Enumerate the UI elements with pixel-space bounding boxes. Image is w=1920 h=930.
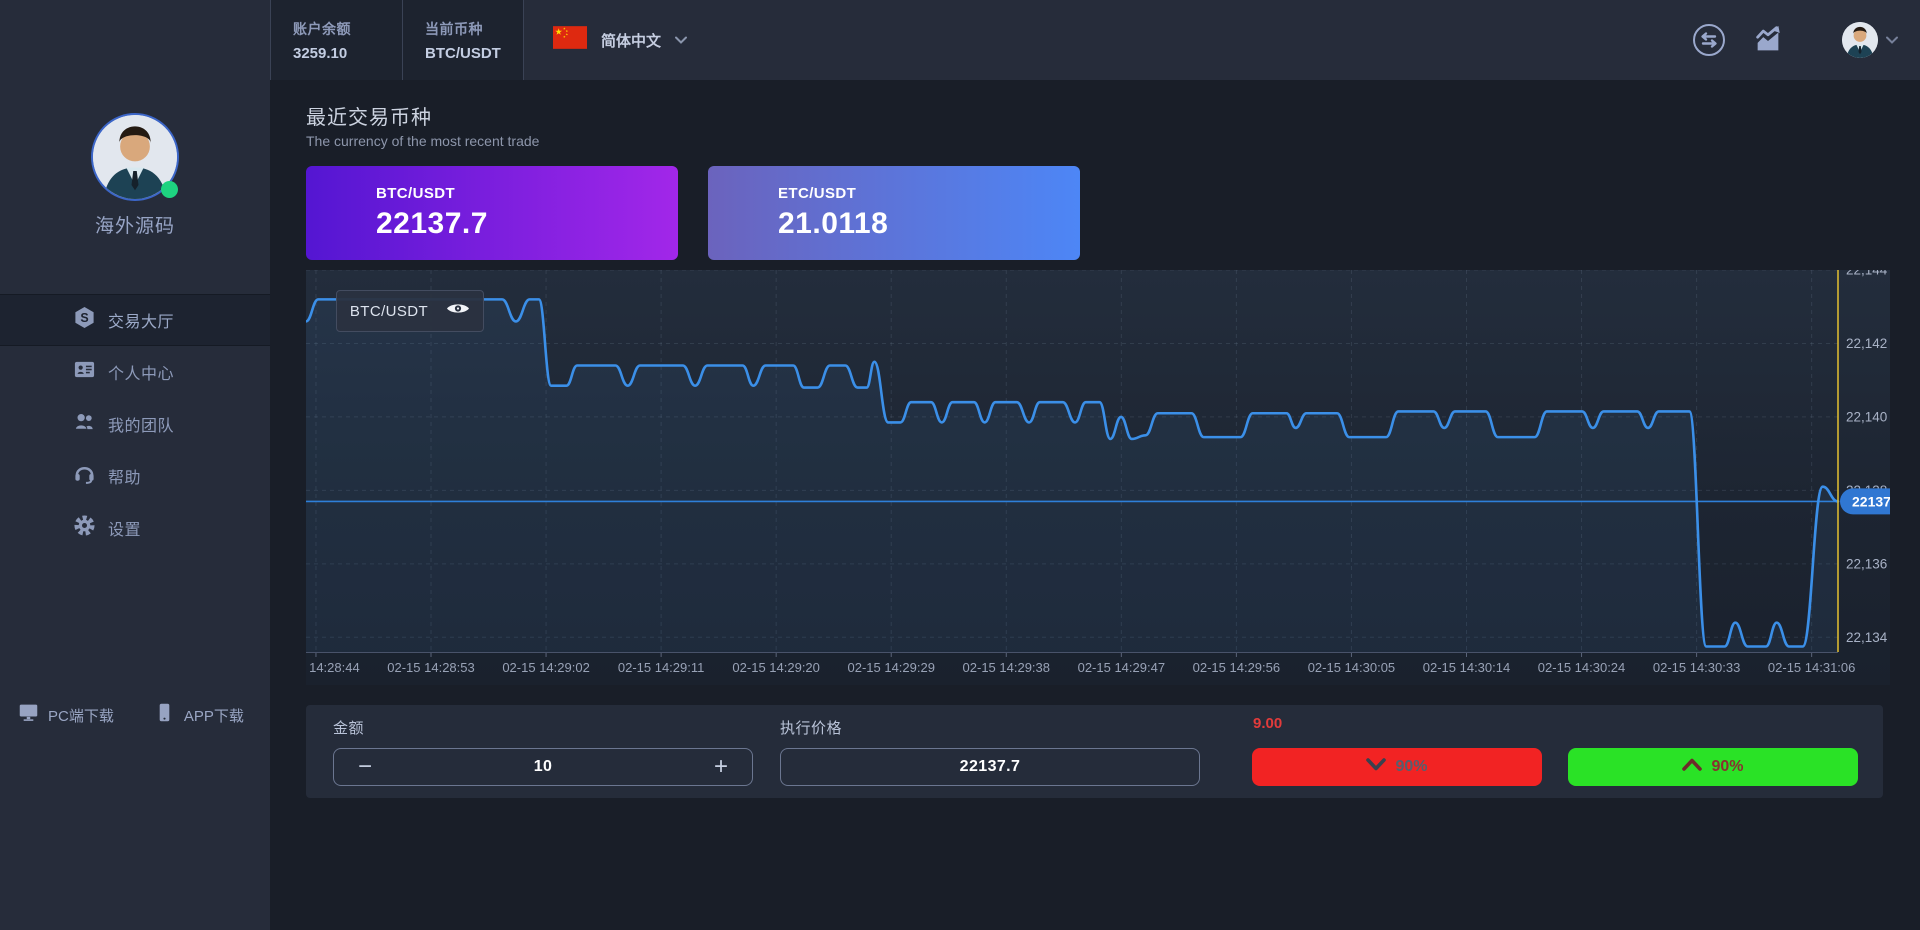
countdown-timer: 9.00: [1253, 715, 1282, 732]
pair-card-btc-usdt[interactable]: BTC/USDT 22137.7: [306, 166, 678, 260]
download-links: PC端下载 APP下载: [0, 702, 270, 728]
sidebar-item-trading-hall[interactable]: S 交易大厅: [0, 294, 270, 346]
app-download-label: APP下载: [184, 705, 244, 726]
china-flag-icon: [553, 26, 587, 54]
svg-text:02-15 14:30:05: 02-15 14:30:05: [1308, 660, 1395, 675]
balance-value: 3259.10: [293, 45, 402, 62]
order-controls-panel: 金额 − 10 + 执行价格 22137.7 9.00 90% 90%: [306, 705, 1883, 798]
buy-up-label: 90%: [1711, 758, 1743, 776]
chevron-down-icon: [675, 31, 687, 49]
account-balance-tab: 账户余额 3259.10: [270, 0, 403, 80]
recent-pairs-subtitle: The currency of the most recent trade: [306, 133, 539, 149]
sidebar-item-label: 设置: [108, 516, 141, 540]
svg-text:02-15 14:30:24: 02-15 14:30:24: [1538, 660, 1625, 675]
app-download-link[interactable]: APP下载: [154, 702, 244, 728]
sidebar-item-label: 我的团队: [108, 412, 174, 436]
svg-text:02-15 14:31:06: 02-15 14:31:06: [1768, 660, 1855, 675]
svg-text:22,142: 22,142: [1846, 336, 1887, 351]
svg-text:22,140: 22,140: [1846, 409, 1887, 424]
pc-download-label: PC端下载: [48, 705, 114, 726]
user-avatar[interactable]: [1842, 22, 1878, 58]
price-chart: 22,13422,13622,13822,14022,14222,14402-1…: [306, 270, 1890, 685]
header-icons: [1692, 0, 1920, 80]
hexagon-coin-icon: S: [73, 306, 96, 334]
sidebar-menu: S 交易大厅 个人中心: [0, 294, 270, 554]
svg-text:02-15 14:28:53: 02-15 14:28:53: [387, 660, 474, 675]
svg-text:22,134: 22,134: [1846, 630, 1888, 645]
amount-label: 金额: [333, 717, 364, 738]
sidebar-item-my-team[interactable]: 我的团队: [0, 398, 270, 450]
sidebar-item-label: 个人中心: [108, 360, 174, 384]
pair-card-etc-usdt[interactable]: ETC/USDT 21.0118: [708, 166, 1080, 260]
pair-card-price: 22137.7: [376, 207, 678, 241]
language-label: 简体中文: [601, 30, 661, 51]
header: 账户余额 3259.10 当前币种 BTC/USDT 简体中文: [0, 0, 1920, 80]
swap-icon[interactable]: [1692, 23, 1726, 57]
sidebar-item-help[interactable]: 帮助: [0, 450, 270, 502]
execution-price-input[interactable]: 22137.7: [960, 758, 1021, 776]
pair-card-price: 21.0118: [778, 207, 1080, 241]
svg-text:02-15 14:30:33: 02-15 14:30:33: [1653, 660, 1740, 675]
chart-legend-label: BTC/USDT: [350, 303, 428, 320]
pair-card-symbol: BTC/USDT: [376, 185, 678, 202]
current-pair-tab: 当前币种 BTC/USDT: [403, 0, 524, 80]
sidebar-item-personal-center[interactable]: 个人中心: [0, 346, 270, 398]
online-status-dot: [161, 181, 178, 198]
pc-download-link[interactable]: PC端下载: [18, 702, 114, 728]
sidebar-item-label: 帮助: [108, 464, 141, 488]
chart-legend: BTC/USDT: [336, 290, 484, 332]
headset-icon: [73, 462, 96, 490]
monitor-icon: [18, 702, 39, 728]
svg-text:02-15 14:30:14: 02-15 14:30:14: [1423, 660, 1510, 675]
eye-icon[interactable]: [446, 301, 470, 321]
svg-text:22,144: 22,144: [1846, 270, 1888, 278]
username: 海外源码: [0, 211, 270, 238]
amount-input[interactable]: 10: [396, 758, 690, 776]
minus-button[interactable]: −: [334, 749, 396, 785]
trading-app: 账户余额 3259.10 当前币种 BTC/USDT 简体中文: [0, 0, 1920, 930]
gear-icon: [73, 514, 96, 542]
team-icon: [73, 410, 96, 438]
svg-text:S: S: [80, 311, 88, 325]
execution-price-label: 执行价格: [780, 717, 842, 738]
sell-down-label: 90%: [1395, 758, 1427, 776]
svg-text:02-15 14:29:56: 02-15 14:29:56: [1193, 660, 1280, 675]
chevron-down-icon: [1366, 758, 1386, 776]
id-card-icon: [73, 358, 96, 386]
recent-pairs-title: 最近交易币种: [306, 101, 432, 130]
sidebar: 海外源码 S 交易大厅: [0, 80, 270, 930]
svg-text:02-15 14:29:29: 02-15 14:29:29: [847, 660, 934, 675]
svg-text:02-15 14:29:11: 02-15 14:29:11: [618, 660, 705, 675]
price-chart-panel: 22,13422,13622,13822,14022,14222,14402-1…: [306, 270, 1890, 685]
user-menu-chevron-icon[interactable]: [1886, 36, 1898, 44]
svg-text:22137.7: 22137.7: [1852, 493, 1890, 509]
svg-text:02-15 14:28:44: 02-15 14:28:44: [306, 660, 360, 675]
pair-label: 当前币种: [425, 19, 523, 39]
svg-text:02-15 14:29:47: 02-15 14:29:47: [1078, 660, 1165, 675]
sidebar-item-settings[interactable]: 设置: [0, 502, 270, 554]
pair-card-symbol: ETC/USDT: [778, 185, 1080, 202]
svg-text:22,136: 22,136: [1846, 556, 1887, 571]
language-selector[interactable]: 简体中文: [553, 0, 687, 80]
plus-button[interactable]: +: [690, 749, 752, 785]
phone-icon: [154, 702, 175, 728]
market-icon[interactable]: [1752, 24, 1784, 56]
sell-down-button[interactable]: 90%: [1252, 748, 1542, 786]
amount-stepper: − 10 +: [333, 748, 753, 786]
profile-avatar: [91, 113, 179, 201]
svg-text:02-15 14:29:20: 02-15 14:29:20: [732, 660, 819, 675]
svg-text:02-15 14:29:02: 02-15 14:29:02: [502, 660, 589, 675]
chevron-up-icon: [1682, 758, 1702, 776]
execution-price-box: 22137.7: [780, 748, 1200, 786]
balance-label: 账户余额: [293, 19, 402, 39]
svg-text:02-15 14:29:38: 02-15 14:29:38: [963, 660, 1050, 675]
sidebar-item-label: 交易大厅: [108, 308, 174, 332]
buy-up-button[interactable]: 90%: [1568, 748, 1858, 786]
pair-value: BTC/USDT: [425, 45, 523, 62]
